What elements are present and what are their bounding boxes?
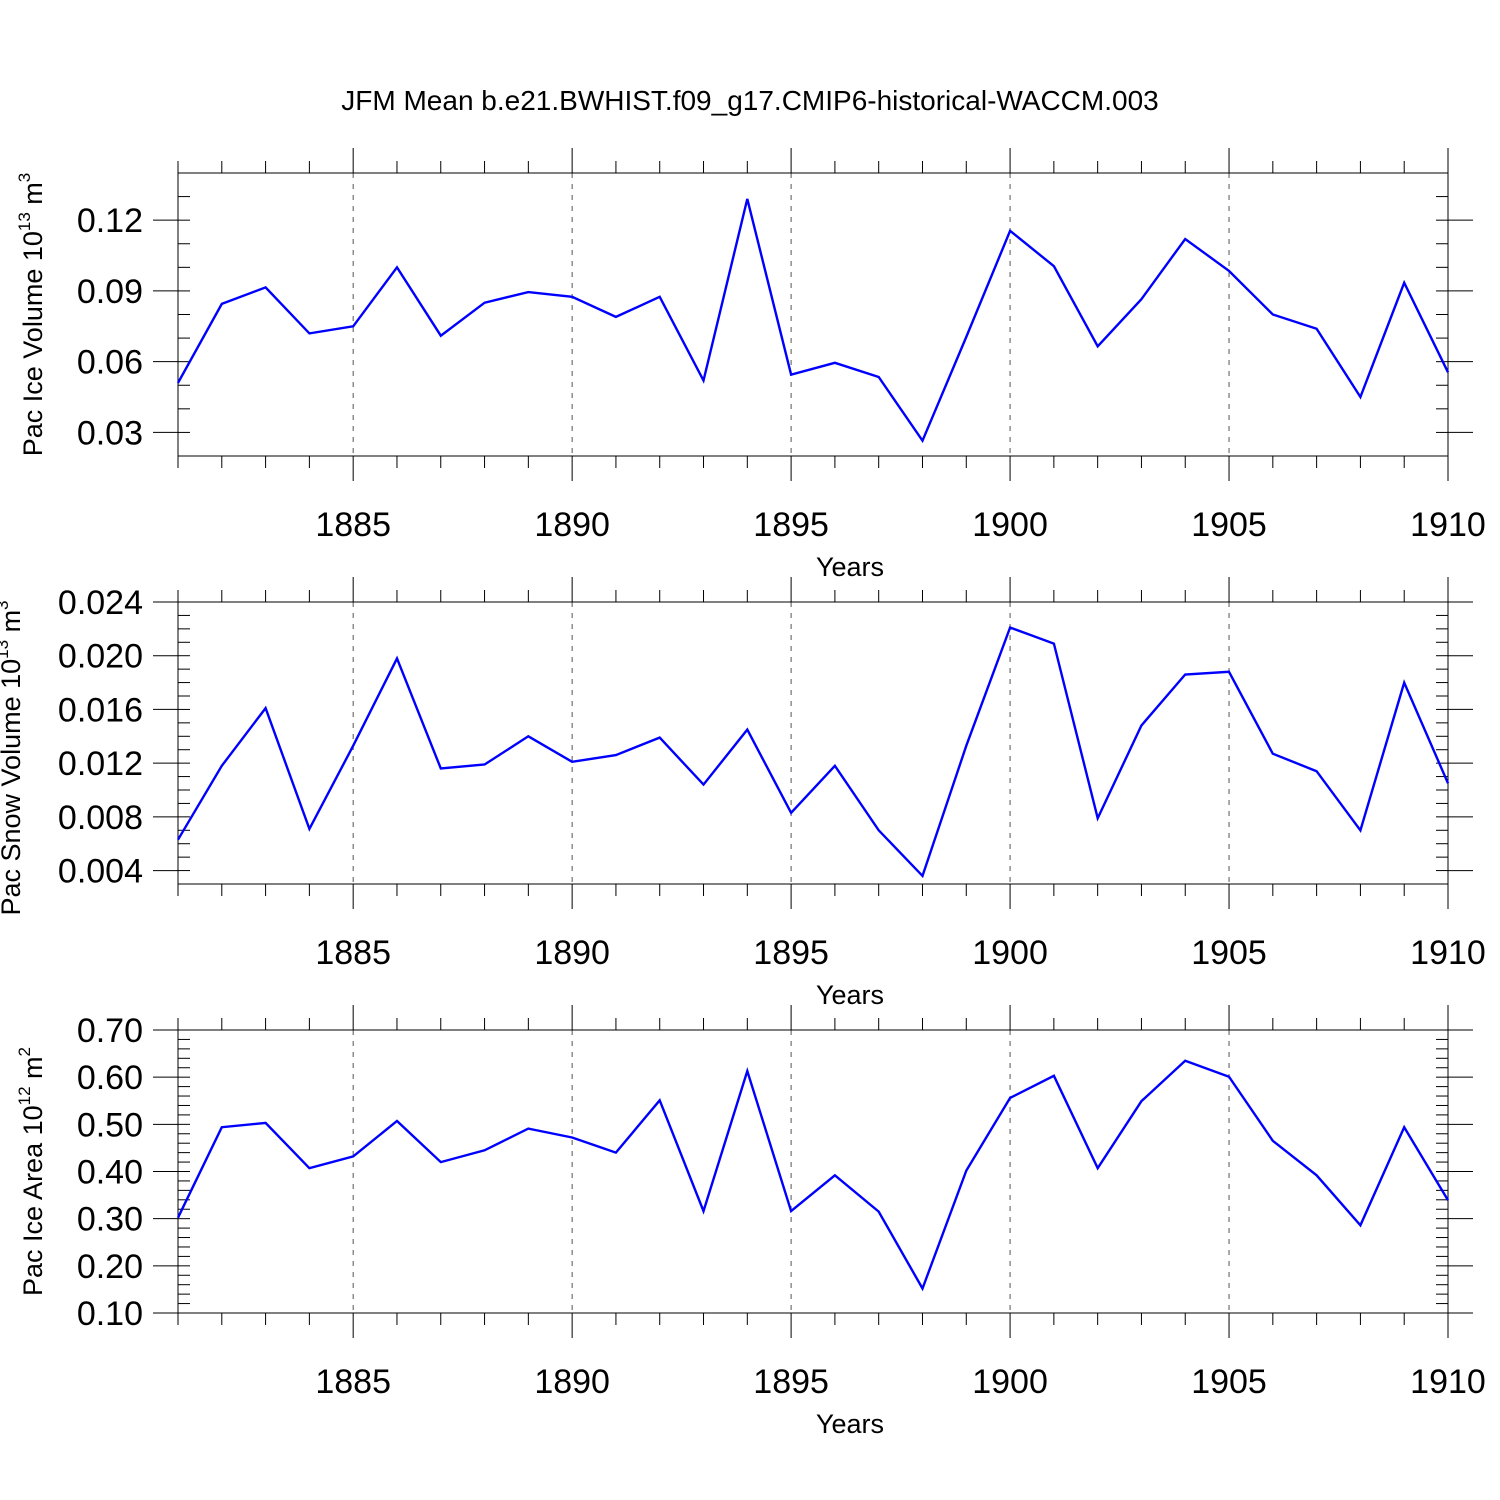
y-tick-label: 0.03 [77, 414, 143, 452]
chart-title: JFM Mean b.e21.BWHIST.f09_g17.CMIP6-hist… [341, 85, 1158, 116]
x-tick-label: 1890 [534, 934, 610, 972]
y-tick-label: 0.70 [77, 1012, 143, 1050]
y-axis-title-superscript: 2 [15, 1047, 34, 1056]
x-tick-label: 1895 [753, 1363, 829, 1401]
y-axis-title-part: Pac Snow Volume 10 [0, 659, 26, 916]
y-tick-label: 0.10 [77, 1295, 143, 1333]
x-tick-label: 1905 [1191, 1363, 1267, 1401]
y-tick-label: 0.06 [77, 344, 143, 382]
y-axis-title: Pac Snow Volume 1013 m3 [0, 600, 26, 915]
x-tick-label: 1900 [972, 506, 1048, 544]
x-axis-title: Years [816, 1409, 884, 1439]
y-tick-label: 0.008 [58, 799, 143, 837]
x-axis-title: Years [816, 552, 884, 582]
x-axis-title: Years [816, 980, 884, 1010]
y-tick-label: 0.09 [77, 273, 143, 311]
x-tick-label: 1900 [972, 934, 1048, 972]
y-axis-title-superscript: 3 [0, 600, 12, 609]
y-tick-label: 0.016 [58, 691, 143, 729]
y-tick-label: 0.60 [77, 1059, 143, 1097]
y-axis-title-superscript: 3 [15, 173, 34, 182]
y-axis-title-superscript: 13 [15, 212, 34, 231]
chart-panel-3: 0.10 0.20 0.30 0.40 0.50 0.60 0.70 1885 1890 1895… [15, 1005, 1486, 1439]
y-tick-label: 0.024 [58, 584, 143, 622]
y-axis-title-superscript: 13 [0, 640, 12, 659]
panels: 0.03 0.06 0.09 0.12 1885 1890 1895 1900 1905 1910… [0, 148, 1486, 1439]
y-tick-label: 0.20 [77, 1248, 143, 1286]
plot-frame [177, 172, 1449, 457]
x-tick-label: 1885 [315, 934, 391, 972]
x-tick-label: 1890 [534, 1363, 610, 1401]
y-axis-title-part: Pac Ice Volume 10 [18, 231, 48, 456]
x-tick-label: 1900 [972, 1363, 1048, 1401]
y-axis-title-part: m [18, 1056, 48, 1086]
plot-frame [177, 601, 1449, 885]
x-tick-label: 1885 [315, 1363, 391, 1401]
y-axis-title: Pac Ice Area 1012 m2 [15, 1047, 48, 1296]
chart-panel-1: 0.03 0.06 0.09 0.12 1885 1890 1895 1900 1905 1910… [15, 148, 1486, 582]
y-tick-label: 0.004 [58, 853, 143, 891]
y-tick-label: 0.40 [77, 1154, 143, 1192]
y-tick-label: 0.50 [77, 1106, 143, 1144]
x-tick-label: 1885 [315, 506, 391, 544]
y-axis-title-part: Pac Ice Area 10 [18, 1105, 48, 1296]
x-tick-label: 1905 [1191, 934, 1267, 972]
chart-panel-2: 0.004 0.008 0.012 0.016 0.020 0.024 1885 1890 18… [0, 577, 1486, 1010]
y-tick-label: 0.012 [58, 745, 143, 783]
x-tick-label: 1905 [1191, 506, 1267, 544]
y-tick-label: 0.020 [58, 638, 143, 676]
series-line [176, 625, 1450, 879]
x-tick-label: 1910 [1410, 934, 1486, 972]
y-tick-label: 0.12 [77, 202, 143, 240]
plot-frame [177, 1029, 1449, 1314]
x-tick-label: 1910 [1410, 506, 1486, 544]
y-axis-title: Pac Ice Volume 1013 m3 [15, 173, 48, 457]
series-line [176, 1059, 1450, 1292]
series-line [176, 198, 1450, 444]
x-tick-label: 1895 [753, 506, 829, 544]
y-axis-title-part: m [18, 182, 48, 212]
y-axis-title-superscript: 12 [15, 1086, 34, 1105]
x-tick-label: 1895 [753, 934, 829, 972]
y-tick-label: 0.30 [77, 1201, 143, 1239]
x-tick-label: 1890 [534, 506, 610, 544]
y-axis-title-part: m [0, 610, 26, 640]
x-tick-label: 1910 [1410, 1363, 1486, 1401]
